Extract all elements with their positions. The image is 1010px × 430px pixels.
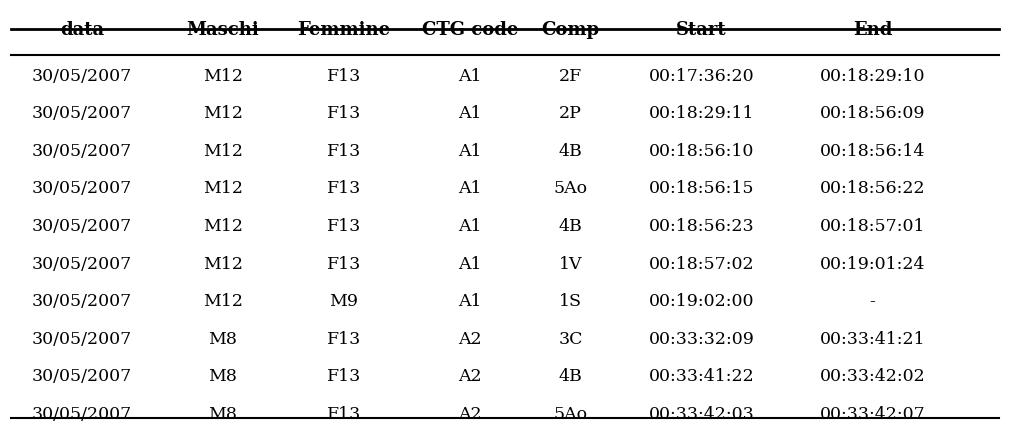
Text: A1: A1 bbox=[458, 218, 482, 235]
Text: A2: A2 bbox=[458, 369, 482, 385]
Text: 30/05/2007: 30/05/2007 bbox=[32, 293, 132, 310]
Text: M8: M8 bbox=[208, 406, 237, 423]
Text: 30/05/2007: 30/05/2007 bbox=[32, 331, 132, 348]
Text: 2P: 2P bbox=[559, 105, 582, 122]
Text: 30/05/2007: 30/05/2007 bbox=[32, 68, 132, 85]
Text: 30/05/2007: 30/05/2007 bbox=[32, 406, 132, 423]
Text: Maschi: Maschi bbox=[187, 21, 260, 39]
Text: Femmine: Femmine bbox=[297, 21, 391, 39]
Text: A2: A2 bbox=[458, 406, 482, 423]
Text: 30/05/2007: 30/05/2007 bbox=[32, 105, 132, 122]
Text: F13: F13 bbox=[326, 143, 361, 160]
Text: F13: F13 bbox=[326, 105, 361, 122]
Text: 4B: 4B bbox=[559, 218, 583, 235]
Text: M12: M12 bbox=[203, 293, 243, 310]
Text: 1V: 1V bbox=[559, 255, 582, 273]
Text: 00:18:56:15: 00:18:56:15 bbox=[648, 181, 754, 197]
Text: A1: A1 bbox=[458, 255, 482, 273]
Text: 00:19:02:00: 00:19:02:00 bbox=[648, 293, 754, 310]
Text: F13: F13 bbox=[326, 68, 361, 85]
Text: End: End bbox=[853, 21, 892, 39]
Text: Start: Start bbox=[676, 21, 727, 39]
Text: F13: F13 bbox=[326, 369, 361, 385]
Text: CTG code: CTG code bbox=[421, 21, 518, 39]
Text: A1: A1 bbox=[458, 143, 482, 160]
Text: 2F: 2F bbox=[559, 68, 582, 85]
Text: M12: M12 bbox=[203, 255, 243, 273]
Text: 30/05/2007: 30/05/2007 bbox=[32, 255, 132, 273]
Text: A1: A1 bbox=[458, 105, 482, 122]
Text: A1: A1 bbox=[458, 181, 482, 197]
Text: 3C: 3C bbox=[559, 331, 583, 348]
Text: 00:18:29:10: 00:18:29:10 bbox=[820, 68, 925, 85]
Text: Comp: Comp bbox=[541, 21, 600, 39]
Text: 00:18:56:10: 00:18:56:10 bbox=[648, 143, 754, 160]
Text: A1: A1 bbox=[458, 293, 482, 310]
Text: 00:18:57:02: 00:18:57:02 bbox=[648, 255, 754, 273]
Text: 00:18:29:11: 00:18:29:11 bbox=[648, 105, 754, 122]
Text: M8: M8 bbox=[208, 369, 237, 385]
Text: F13: F13 bbox=[326, 331, 361, 348]
Text: M12: M12 bbox=[203, 105, 243, 122]
Text: 00:33:42:03: 00:33:42:03 bbox=[648, 406, 754, 423]
Text: M12: M12 bbox=[203, 68, 243, 85]
Text: M12: M12 bbox=[203, 181, 243, 197]
Text: 1S: 1S bbox=[559, 293, 582, 310]
Text: 4B: 4B bbox=[559, 369, 583, 385]
Text: M9: M9 bbox=[329, 293, 359, 310]
Text: 00:19:01:24: 00:19:01:24 bbox=[820, 255, 925, 273]
Text: 00:33:42:02: 00:33:42:02 bbox=[820, 369, 925, 385]
Text: F13: F13 bbox=[326, 181, 361, 197]
Text: 00:33:32:09: 00:33:32:09 bbox=[648, 331, 754, 348]
Text: 30/05/2007: 30/05/2007 bbox=[32, 369, 132, 385]
Text: 5Ao: 5Ao bbox=[553, 406, 588, 423]
Text: 30/05/2007: 30/05/2007 bbox=[32, 218, 132, 235]
Text: M8: M8 bbox=[208, 331, 237, 348]
Text: 00:18:56:14: 00:18:56:14 bbox=[820, 143, 925, 160]
Text: 00:33:41:21: 00:33:41:21 bbox=[820, 331, 925, 348]
Text: 4B: 4B bbox=[559, 143, 583, 160]
Text: 5Ao: 5Ao bbox=[553, 181, 588, 197]
Text: 00:17:36:20: 00:17:36:20 bbox=[648, 68, 754, 85]
Text: F13: F13 bbox=[326, 255, 361, 273]
Text: F13: F13 bbox=[326, 406, 361, 423]
Text: 00:33:41:22: 00:33:41:22 bbox=[648, 369, 754, 385]
Text: F13: F13 bbox=[326, 218, 361, 235]
Text: 00:18:56:23: 00:18:56:23 bbox=[648, 218, 754, 235]
Text: data: data bbox=[60, 21, 104, 39]
Text: A1: A1 bbox=[458, 68, 482, 85]
Text: M12: M12 bbox=[203, 218, 243, 235]
Text: 00:18:57:01: 00:18:57:01 bbox=[820, 218, 925, 235]
Text: 00:18:56:22: 00:18:56:22 bbox=[820, 181, 925, 197]
Text: M12: M12 bbox=[203, 143, 243, 160]
Text: 30/05/2007: 30/05/2007 bbox=[32, 143, 132, 160]
Text: 30/05/2007: 30/05/2007 bbox=[32, 181, 132, 197]
Text: 00:18:56:09: 00:18:56:09 bbox=[820, 105, 925, 122]
Text: 00:33:42:07: 00:33:42:07 bbox=[820, 406, 925, 423]
Text: A2: A2 bbox=[458, 331, 482, 348]
Text: -: - bbox=[870, 293, 876, 310]
